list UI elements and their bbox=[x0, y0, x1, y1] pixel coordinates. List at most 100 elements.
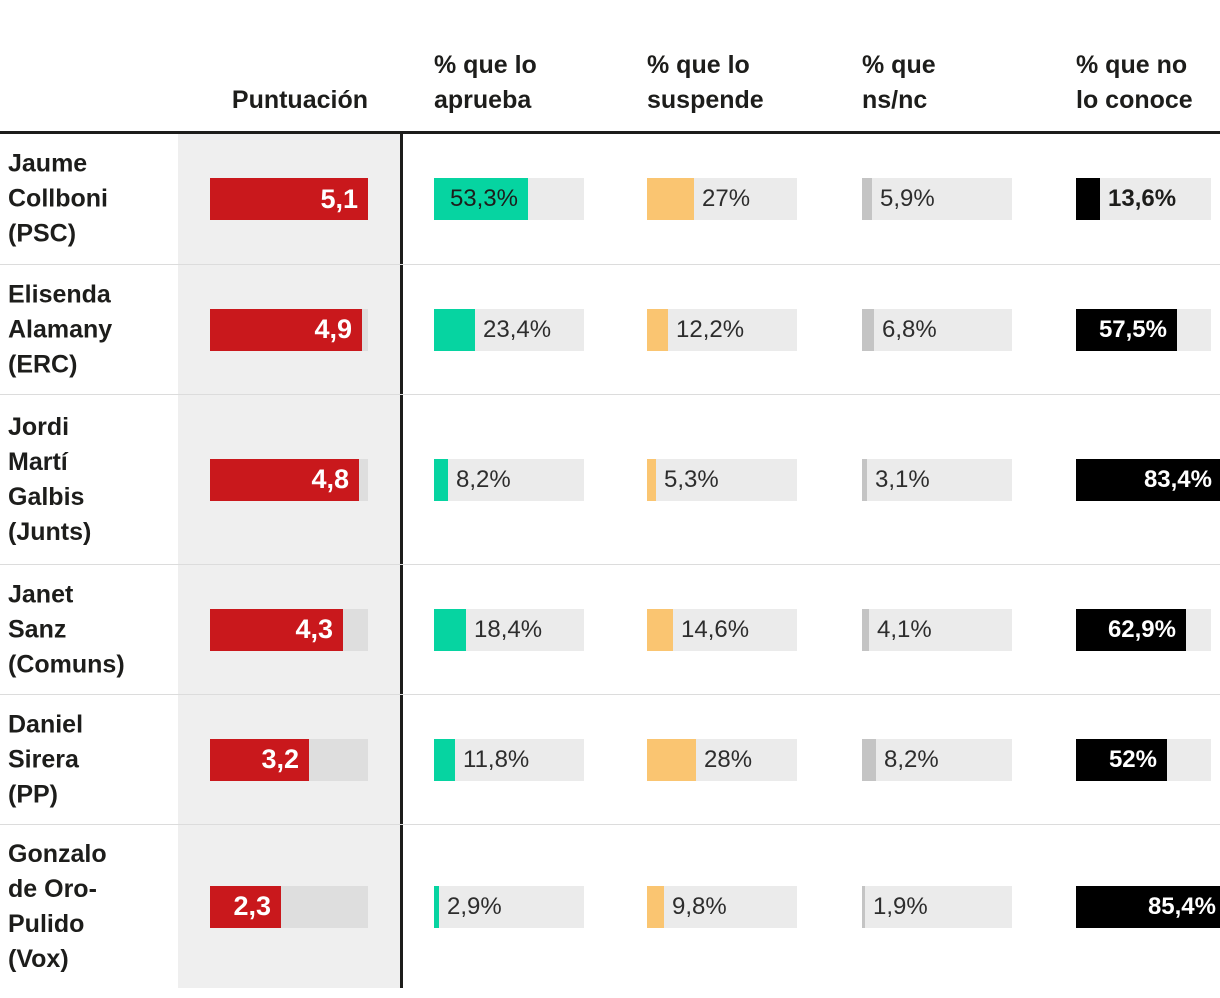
candidate-name-line: (PSC) bbox=[8, 219, 77, 248]
aprueba-value: 8,2% bbox=[456, 465, 511, 493]
candidate-name-line: Daniel bbox=[8, 710, 84, 738]
nsnc-bar bbox=[862, 308, 874, 351]
nsnc-value: 4,1% bbox=[877, 615, 932, 643]
candidate-name-line: (PP) bbox=[8, 780, 58, 808]
score-value: 2,3 bbox=[233, 891, 271, 921]
header-aprueba-line2: aprueba bbox=[434, 86, 532, 114]
header-noconoce: % que no lo conoce bbox=[1076, 48, 1193, 118]
noconoce-track: 62,9% bbox=[1076, 608, 1211, 651]
candidate-name-line: (Vox) bbox=[8, 944, 69, 973]
noconoce-value: 57,5% bbox=[1098, 315, 1167, 343]
score-value: 4,9 bbox=[314, 314, 352, 344]
noconoce-bar: 52% bbox=[1076, 738, 1167, 781]
candidate-name-line: Jaume bbox=[8, 149, 88, 178]
aprueba-value: 2,9% bbox=[447, 892, 502, 920]
score-value: 4,8 bbox=[311, 464, 349, 494]
candidate-name-line: Galbis bbox=[8, 482, 85, 511]
candidate-name-line: Gonzalo bbox=[8, 839, 107, 868]
candidate-name: Jordi Martí Galbis (Junts) bbox=[8, 410, 91, 550]
score-bar: 4,8 bbox=[210, 458, 359, 501]
suspende-value: 14,6% bbox=[681, 615, 750, 643]
aprueba-track: 2,9% bbox=[434, 885, 584, 928]
score-track: 4,8 bbox=[210, 458, 368, 501]
aprueba-value: 23,4% bbox=[483, 315, 552, 343]
header-nsnc-line2: ns/nc bbox=[862, 86, 928, 114]
suspende-track: 28% bbox=[647, 738, 797, 781]
aprueba-track: 53,3% bbox=[434, 178, 584, 220]
suspende-track: 12,2% bbox=[647, 308, 797, 351]
aprueba-bar bbox=[434, 738, 455, 781]
suspende-bar bbox=[647, 458, 656, 501]
noconoce-bar: 85,4% bbox=[1076, 885, 1220, 928]
nsnc-track: 8,2% bbox=[862, 738, 1012, 781]
table-row: Jaume Collboni (PSC) 5,1 53,3% 27% 5,9% 13,6% bbox=[0, 134, 1220, 265]
noconoce-value: 83,4% bbox=[1143, 465, 1212, 493]
rows: Jaume Collboni (PSC) 5,1 53,3% 27% 5,9% 13,6%… bbox=[0, 134, 1220, 988]
suspende-track: 5,3% bbox=[647, 458, 797, 501]
aprueba-bar: 53,3% bbox=[434, 178, 528, 220]
table-row: Gonzalo de Oro- Pulido (Vox) 2,3 2,9% 9,8% 1,… bbox=[0, 825, 1220, 988]
candidate-name: Daniel Sirera (PP) bbox=[8, 707, 83, 812]
nsnc-value: 8,2% bbox=[884, 745, 939, 773]
noconoce-bar bbox=[1076, 178, 1100, 220]
score-value: 4,3 bbox=[295, 614, 333, 644]
suspende-bar bbox=[647, 178, 694, 220]
candidate-name-line: Janet bbox=[8, 580, 74, 608]
header-suspende: % que lo suspende bbox=[647, 48, 764, 118]
header-aprueba: % que lo aprueba bbox=[434, 48, 537, 118]
noconoce-value: 85,4% bbox=[1147, 892, 1216, 920]
noconoce-track: 85,4% bbox=[1076, 885, 1220, 928]
noconoce-track: 83,4% bbox=[1076, 458, 1220, 501]
suspende-value: 12,2% bbox=[676, 315, 745, 343]
noconoce-value: 62,9% bbox=[1107, 615, 1176, 643]
suspende-bar bbox=[647, 738, 696, 781]
nsnc-track: 5,9% bbox=[862, 178, 1012, 220]
nsnc-value: 3,1% bbox=[875, 465, 930, 493]
nsnc-bar bbox=[862, 178, 872, 220]
candidate-name-line: Martí bbox=[8, 447, 68, 476]
header-noconoce-line1: % que no bbox=[1076, 51, 1188, 79]
candidate-name-line: (Junts) bbox=[8, 517, 92, 546]
vertical-divider bbox=[400, 134, 403, 988]
score-bar: 4,9 bbox=[210, 308, 362, 351]
header-aprueba-line1: % que lo bbox=[434, 51, 537, 79]
noconoce-track: 13,6% bbox=[1076, 178, 1211, 220]
suspende-track: 27% bbox=[647, 178, 797, 220]
candidate-name: Jaume Collboni (PSC) bbox=[8, 147, 108, 252]
score-track: 2,3 bbox=[210, 885, 368, 928]
candidate-name-line: Jordi bbox=[8, 412, 70, 441]
noconoce-bar: 57,5% bbox=[1076, 308, 1177, 351]
candidate-name-line: Sanz bbox=[8, 615, 67, 643]
score-bar: 2,3 bbox=[210, 885, 281, 928]
suspende-bar bbox=[647, 885, 664, 928]
table-row: Daniel Sirera (PP) 3,2 11,8% 28% 8,2% 52% bbox=[0, 695, 1220, 825]
nsnc-value: 5,9% bbox=[880, 185, 935, 212]
suspende-value: 9,8% bbox=[672, 892, 727, 920]
candidate-name-line: Pulido bbox=[8, 909, 85, 938]
candidate-name: Elisenda Alamany (ERC) bbox=[8, 277, 112, 382]
score-bar: 3,2 bbox=[210, 738, 309, 781]
nsnc-bar bbox=[862, 608, 869, 651]
header-noconoce-line2: lo conoce bbox=[1076, 86, 1193, 114]
score-bar: 4,3 bbox=[210, 608, 343, 651]
column-headers: Puntuación % que lo aprueba % que lo sus… bbox=[0, 0, 1220, 131]
noconoce-track: 57,5% bbox=[1076, 308, 1211, 351]
nsnc-track: 1,9% bbox=[862, 885, 1012, 928]
candidate-name: Gonzalo de Oro- Pulido (Vox) bbox=[8, 837, 107, 977]
nsnc-track: 4,1% bbox=[862, 608, 1012, 651]
table-row: Janet Sanz (Comuns) 4,3 18,4% 14,6% 4,1% 62,9… bbox=[0, 565, 1220, 695]
noconoce-bar: 62,9% bbox=[1076, 608, 1186, 651]
candidate-name: Janet Sanz (Comuns) bbox=[8, 577, 125, 682]
noconoce-track: 52% bbox=[1076, 738, 1211, 781]
aprueba-bar bbox=[434, 458, 448, 501]
score-track: 3,2 bbox=[210, 738, 368, 781]
header-nsnc: % que ns/nc bbox=[862, 48, 936, 118]
score-column-panel bbox=[178, 134, 400, 988]
score-track: 5,1 bbox=[210, 178, 368, 220]
nsnc-value: 6,8% bbox=[882, 315, 937, 343]
nsnc-track: 6,8% bbox=[862, 308, 1012, 351]
header-rule bbox=[0, 131, 1220, 134]
header-suspende-line2: suspende bbox=[647, 86, 764, 114]
suspende-bar bbox=[647, 308, 668, 351]
